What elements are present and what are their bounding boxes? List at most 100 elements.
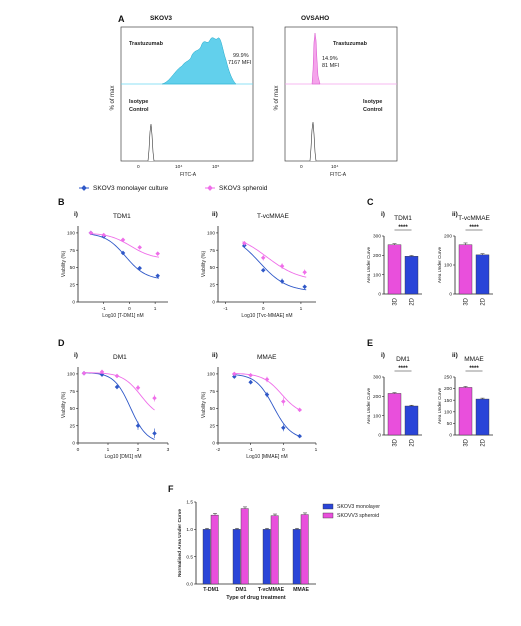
B_i-xlabel: Log10 [T-DM1] nM bbox=[102, 313, 143, 319]
C_i-ytick-label: 200 bbox=[373, 253, 381, 259]
D_i-ytick-label: 50 bbox=[70, 406, 76, 412]
facs-ovsaho-tick-0: 0 bbox=[300, 164, 303, 170]
E_ii-ytick-label: 100 bbox=[444, 409, 452, 415]
E_i-ytick-label: 100 bbox=[373, 413, 381, 419]
f-legend-label-0: SKOV3 monolayer bbox=[337, 504, 380, 510]
D_i-xtick-label: 3 bbox=[167, 447, 170, 453]
facs-ovsaho-title: OVSAHO bbox=[301, 15, 329, 22]
facs-ovsaho-mfi: 81 MFI bbox=[322, 63, 340, 69]
E_ii-ytick-label: 150 bbox=[444, 398, 452, 404]
chart-b-ii: T-vcMMAE 0 25 50 75 100 -1 0 1 Log10 [Tvc-MMAE] n… bbox=[201, 213, 316, 319]
facs-skov3-tick-1: 10⁴ bbox=[175, 164, 182, 170]
facs-skov3-iso2: Control bbox=[129, 107, 149, 113]
B_i-point-1 bbox=[101, 232, 106, 238]
D_ii-point-1 bbox=[281, 399, 286, 404]
f-ytick-label: 0.0 bbox=[186, 582, 193, 588]
C_i-ytick-label: 100 bbox=[373, 272, 381, 278]
B_ii-fit-1 bbox=[242, 241, 307, 278]
E_ii-ytick-label: 0 bbox=[449, 433, 452, 439]
E_ii-cat-label-0: 3D bbox=[464, 438, 470, 446]
D_i-point-0 bbox=[152, 431, 157, 436]
D_ii-point-0 bbox=[281, 425, 286, 431]
B_i-ytick-label: 0 bbox=[72, 300, 75, 306]
facs-ovsaho-histogram bbox=[311, 32, 321, 85]
C_i-bar-1 bbox=[404, 256, 419, 295]
D_ii-point-1 bbox=[232, 371, 237, 377]
sub-label-b-ii: ii) bbox=[212, 211, 218, 218]
sub-label-d-i: i) bbox=[74, 352, 78, 359]
B_i-point-1 bbox=[88, 230, 94, 236]
B_i-ylabel: Viability (%) bbox=[61, 251, 67, 278]
D_i-point-1 bbox=[135, 385, 141, 390]
B_ii-xtick-label: 0 bbox=[262, 306, 265, 312]
E_ii-title: MMAE bbox=[464, 356, 484, 363]
facs-ovsaho-tick-1: 10⁴ bbox=[331, 164, 338, 170]
C_ii-sig-label: **** bbox=[469, 225, 479, 231]
E_ii-ytick-label: 250 bbox=[444, 375, 452, 381]
D_ii-xlabel: Log10 [MMAE] nM bbox=[246, 454, 287, 460]
chart-e-i: DM1 0 100 200 300 Area Under Curve 3D 2D **** bbox=[366, 356, 422, 447]
legend-monolayer-marker bbox=[81, 185, 87, 191]
f-legend-swatch-1 bbox=[322, 512, 334, 519]
chart-d-ii: MMAE 0 25 50 75 100 -2 -1 0 1 Log10 [MMAE] nM Viabi… bbox=[201, 354, 318, 460]
B_ii-ytick-label: 100 bbox=[207, 231, 215, 237]
B_ii-ytick-label: 25 bbox=[210, 282, 216, 288]
B_ii-fit-0 bbox=[242, 245, 307, 291]
B_ii-xtick-label: -1 bbox=[223, 306, 228, 312]
B_i-axes bbox=[77, 226, 168, 303]
panel-letter-c: C bbox=[367, 197, 374, 207]
D_i-ylabel: Viability (%) bbox=[61, 392, 67, 419]
facs-ovsaho-ylabel: % of max bbox=[274, 85, 280, 110]
facs-ovsaho-iso2: Control bbox=[363, 107, 383, 113]
C_i-ylabel: Area Under Curve bbox=[366, 246, 371, 283]
E_ii-ytick-label: 200 bbox=[444, 386, 452, 392]
D_i-fit-1 bbox=[83, 372, 155, 411]
facs-skov3-xlabel: FITC-A bbox=[180, 172, 197, 178]
facs-skov3-ylabel: % of max bbox=[110, 85, 116, 110]
C_ii-title: T-vcMMAE bbox=[458, 215, 490, 222]
f-ytick-label: 1.0 bbox=[186, 527, 193, 533]
f-cat-label-0: T-DM1 bbox=[203, 587, 219, 593]
C_i-ytick-label: 300 bbox=[373, 234, 381, 240]
B_i-title: TDM1 bbox=[113, 213, 131, 220]
f-cat-label-1: DM1 bbox=[236, 587, 247, 593]
E_ii-sig-label: **** bbox=[469, 366, 479, 372]
E_i-sig-label: **** bbox=[398, 366, 408, 372]
C_ii-ylabel: Area Under Curve bbox=[437, 246, 442, 283]
panel-letter-e: E bbox=[367, 338, 373, 348]
main-legend: SKOV3 monolayer culture SKOV3 spheroid bbox=[79, 185, 268, 192]
D_ii-xtick-label: -2 bbox=[216, 447, 221, 453]
sub-label-d-ii: ii) bbox=[212, 352, 218, 359]
f-ytick-label: 0.5 bbox=[186, 554, 193, 560]
B_ii-point-1 bbox=[260, 255, 266, 261]
B_ii-point-1 bbox=[279, 263, 285, 269]
D_ii-title: MMAE bbox=[257, 354, 277, 361]
C_ii-bar-1 bbox=[475, 254, 490, 295]
sub-label-e-i: i) bbox=[381, 352, 385, 359]
C_ii-ytick-label: 0 bbox=[449, 292, 452, 298]
f-ytick-label: 1.5 bbox=[186, 500, 193, 506]
facs-ovsaho-iso1: Isotype bbox=[363, 99, 382, 105]
D_ii-ytick-label: 100 bbox=[207, 372, 215, 378]
D_ii-ytick-label: 25 bbox=[210, 423, 216, 429]
B_i-point-1 bbox=[137, 245, 142, 250]
B_ii-point-0 bbox=[302, 284, 307, 290]
D_i-ytick-label: 100 bbox=[67, 372, 75, 378]
facs-ovsaho-drug: Trastuzumab bbox=[333, 41, 368, 47]
panel-letter-d: D bbox=[58, 338, 65, 348]
B_ii-xtick-label: 1 bbox=[300, 306, 303, 312]
D_i-point-1 bbox=[152, 395, 157, 401]
D_ii-ytick-label: 0 bbox=[212, 441, 215, 447]
facs-ovsaho-frame bbox=[284, 26, 398, 162]
D_i-ytick-label: 75 bbox=[70, 389, 76, 395]
D_ii-point-1 bbox=[297, 407, 302, 413]
facs-skov3-pct: 99.9% bbox=[233, 53, 249, 59]
B_ii-point-0 bbox=[279, 279, 285, 284]
D_ii-point-0 bbox=[264, 392, 270, 397]
panel-letter-f: F bbox=[168, 484, 174, 494]
B_i-ytick-label: 100 bbox=[67, 231, 75, 237]
D_ii-ylabel: Viability (%) bbox=[201, 392, 207, 419]
f-bar-1-3 bbox=[300, 514, 309, 585]
D_ii-xtick-label: 0 bbox=[282, 447, 285, 453]
E_i-ytick-label: 300 bbox=[373, 375, 381, 381]
